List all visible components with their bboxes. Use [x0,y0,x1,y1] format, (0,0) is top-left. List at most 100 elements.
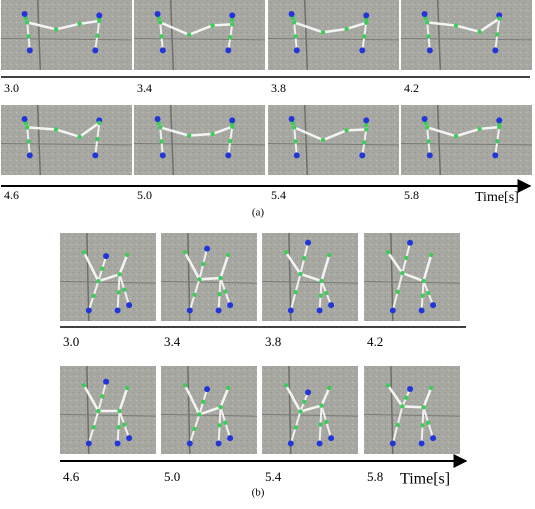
robot-body [427,17,500,34]
joint [122,422,127,427]
foot [229,12,236,19]
foot [154,116,161,122]
joint [362,34,367,39]
foot [418,440,425,447]
joint [320,137,326,143]
floor-seam [86,232,90,322]
joint [223,289,228,294]
joint [293,34,298,39]
foot [430,302,437,309]
foot [316,440,323,447]
time-label: 4.6 [63,469,80,484]
foot [328,302,335,309]
joint [192,292,197,298]
foot [492,152,499,159]
time-label: 5.4 [265,469,282,484]
joint [364,127,369,132]
joint [117,272,122,277]
joint [91,424,96,430]
time-label: 3.4 [137,81,152,95]
joint [302,256,307,261]
robot-body [82,251,129,283]
floor-seam [303,104,309,176]
joint [327,385,332,391]
joint [201,399,206,404]
frame-background [268,0,399,70]
foot [496,12,503,19]
joint [77,134,82,139]
joint [197,412,202,417]
joint [292,20,297,25]
joint [210,131,215,137]
joint [293,425,298,430]
foot [225,152,232,159]
floor-seam [261,413,359,417]
robot-body [183,384,230,416]
frame-background [1,0,132,70]
joint [364,122,369,128]
joint [25,125,30,130]
joint [95,136,100,142]
joint [201,261,206,267]
foot [103,253,110,260]
joint [182,250,188,255]
video-frame [267,104,400,176]
time-label: 3.0 [63,334,79,349]
joint [426,420,431,425]
floor-seam [390,365,394,455]
floor-seam [0,38,133,41]
foot [305,389,312,396]
joint [230,17,235,23]
video-frame [133,0,266,71]
foot [287,440,294,447]
caption: (a) [252,207,265,219]
robot-body [284,384,331,413]
joint [218,405,223,410]
robot-body [386,251,433,283]
joint [293,290,298,295]
joint [226,252,231,258]
frame-background [401,0,532,70]
joint [318,293,323,298]
floor-seam [169,0,175,71]
foot [363,117,370,124]
foot [159,152,166,159]
floor-seam [436,0,442,71]
foot [496,117,503,124]
floor-seam [288,232,292,322]
robot-body [426,125,500,138]
axis-label: Time[s] [400,471,450,488]
foot [227,302,234,309]
floor-seam [160,413,258,417]
foot [96,12,103,19]
joint [26,139,31,144]
video-frame [363,365,461,455]
joint [159,139,164,144]
foot [421,11,428,17]
floor-seam [160,280,258,284]
foot [363,12,370,19]
foot [26,47,33,54]
joint [96,408,101,414]
foot [21,116,28,122]
foot [492,47,499,54]
joint [477,126,482,132]
foot [126,302,133,309]
foot [215,440,222,447]
joint [91,293,96,299]
joint [364,20,369,26]
joint [122,287,127,292]
time-label: 5.8 [404,188,419,202]
foot [215,307,222,314]
joint [290,16,296,21]
joint [425,20,430,25]
joint [26,34,31,39]
floor-seam [133,143,266,146]
robot-body [27,121,100,139]
joint [495,32,500,37]
floor-seam [267,143,400,146]
frame-background [401,105,532,175]
floor-seam [288,365,292,455]
robot-body [159,125,233,137]
foot [389,440,396,447]
